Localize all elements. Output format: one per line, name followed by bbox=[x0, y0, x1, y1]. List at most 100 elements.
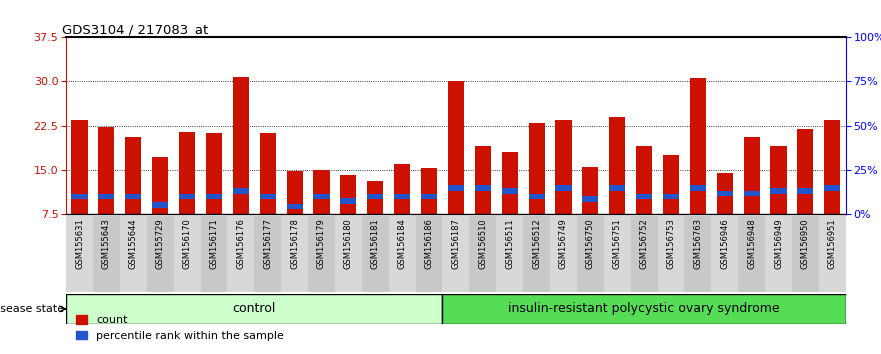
Bar bbox=[227, 216, 255, 292]
Bar bbox=[394, 194, 411, 199]
Text: GSM156177: GSM156177 bbox=[263, 218, 272, 269]
Bar bbox=[394, 164, 411, 258]
Bar bbox=[442, 294, 846, 324]
Bar bbox=[555, 185, 572, 190]
Bar bbox=[120, 216, 147, 292]
Bar bbox=[496, 216, 523, 292]
Bar bbox=[147, 216, 174, 292]
Bar bbox=[717, 173, 733, 258]
Text: GSM155631: GSM155631 bbox=[75, 218, 84, 269]
Legend: count, percentile rank within the sample: count, percentile rank within the sample bbox=[71, 311, 288, 346]
Text: disease state: disease state bbox=[0, 304, 64, 314]
Bar bbox=[690, 79, 706, 258]
Bar bbox=[448, 81, 464, 258]
Bar bbox=[179, 132, 195, 258]
Bar bbox=[362, 216, 389, 292]
Bar bbox=[421, 167, 437, 258]
Text: GSM156950: GSM156950 bbox=[801, 218, 810, 269]
Text: GSM155644: GSM155644 bbox=[129, 218, 137, 269]
Text: GSM156511: GSM156511 bbox=[505, 218, 515, 269]
Bar bbox=[825, 185, 840, 190]
Text: GSM156750: GSM156750 bbox=[586, 218, 595, 269]
Text: GSM156948: GSM156948 bbox=[747, 218, 756, 269]
Bar bbox=[631, 216, 657, 292]
Bar bbox=[340, 175, 357, 258]
Bar bbox=[174, 216, 201, 292]
Bar bbox=[335, 216, 362, 292]
Bar bbox=[529, 194, 544, 199]
Bar bbox=[609, 117, 626, 258]
Bar bbox=[206, 133, 222, 258]
Text: GSM156186: GSM156186 bbox=[425, 218, 433, 269]
Bar bbox=[792, 216, 818, 292]
Bar bbox=[286, 204, 303, 210]
Bar bbox=[255, 216, 281, 292]
Bar bbox=[582, 196, 598, 202]
Bar bbox=[442, 216, 470, 292]
Bar bbox=[663, 155, 679, 258]
Bar bbox=[71, 194, 87, 199]
Bar bbox=[765, 216, 792, 292]
Bar bbox=[152, 202, 168, 208]
Bar bbox=[179, 194, 195, 199]
Bar bbox=[308, 216, 335, 292]
Bar bbox=[523, 216, 550, 292]
Bar bbox=[260, 194, 276, 199]
Bar bbox=[717, 190, 733, 196]
Bar bbox=[797, 188, 813, 194]
Text: GSM156512: GSM156512 bbox=[532, 218, 541, 269]
Bar bbox=[99, 194, 115, 199]
Bar bbox=[744, 190, 759, 196]
Bar bbox=[66, 216, 93, 292]
Bar bbox=[260, 133, 276, 258]
Text: GSM156763: GSM156763 bbox=[693, 218, 702, 269]
Bar bbox=[448, 185, 464, 190]
Bar bbox=[501, 152, 518, 258]
Bar bbox=[201, 216, 227, 292]
Bar bbox=[71, 120, 87, 258]
Text: GSM156749: GSM156749 bbox=[559, 218, 568, 269]
Bar bbox=[603, 216, 631, 292]
Text: control: control bbox=[233, 302, 276, 315]
Bar bbox=[825, 120, 840, 258]
Bar bbox=[93, 216, 120, 292]
Text: GSM156178: GSM156178 bbox=[290, 218, 300, 269]
Text: GSM156170: GSM156170 bbox=[182, 218, 191, 269]
Text: GSM156176: GSM156176 bbox=[236, 218, 245, 269]
Text: GSM156187: GSM156187 bbox=[451, 218, 461, 269]
Bar bbox=[416, 216, 442, 292]
Bar bbox=[818, 216, 846, 292]
Bar bbox=[152, 157, 168, 258]
Bar bbox=[475, 185, 491, 190]
Bar bbox=[609, 185, 626, 190]
Text: GSM156181: GSM156181 bbox=[371, 218, 380, 269]
Text: GDS3104 / 217083_at: GDS3104 / 217083_at bbox=[63, 23, 209, 36]
Bar bbox=[771, 146, 787, 258]
Bar bbox=[711, 216, 738, 292]
Text: GSM156171: GSM156171 bbox=[210, 218, 218, 269]
Bar bbox=[797, 129, 813, 258]
Bar bbox=[99, 127, 115, 258]
Text: GSM155643: GSM155643 bbox=[102, 218, 111, 269]
Text: GSM156179: GSM156179 bbox=[317, 218, 326, 269]
Bar bbox=[206, 194, 222, 199]
Bar bbox=[550, 216, 577, 292]
Bar bbox=[771, 188, 787, 194]
Text: GSM156951: GSM156951 bbox=[828, 218, 837, 269]
Bar bbox=[636, 194, 652, 199]
Bar bbox=[286, 171, 303, 258]
Bar bbox=[314, 194, 329, 199]
Bar bbox=[582, 167, 598, 258]
Bar bbox=[744, 137, 759, 258]
Bar bbox=[367, 194, 383, 199]
Text: GSM156946: GSM156946 bbox=[721, 218, 729, 269]
Bar bbox=[470, 216, 496, 292]
Text: GSM156180: GSM156180 bbox=[344, 218, 353, 269]
Bar bbox=[501, 188, 518, 194]
Text: GSM156510: GSM156510 bbox=[478, 218, 487, 269]
Bar bbox=[685, 216, 711, 292]
Text: GSM155729: GSM155729 bbox=[156, 218, 165, 269]
Bar bbox=[125, 137, 141, 258]
Bar bbox=[636, 146, 652, 258]
Bar bbox=[421, 194, 437, 199]
